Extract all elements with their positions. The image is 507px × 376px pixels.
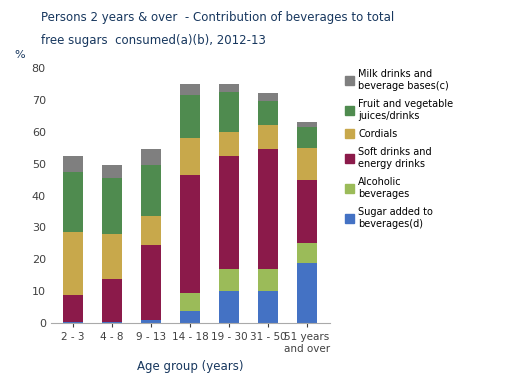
Bar — [220, 92, 239, 132]
Bar — [180, 83, 200, 95]
Bar — [259, 291, 278, 323]
Bar — [298, 179, 317, 244]
Bar — [220, 291, 239, 323]
Bar — [102, 279, 122, 322]
Bar — [298, 262, 317, 323]
Bar — [259, 269, 278, 291]
Bar — [180, 311, 200, 323]
Bar — [259, 149, 278, 269]
Bar — [180, 293, 200, 311]
Bar — [220, 156, 239, 269]
Bar — [141, 320, 161, 323]
Bar — [259, 101, 278, 125]
Bar — [180, 95, 200, 138]
Text: Persons 2 years & over  - Contribution of beverages to total: Persons 2 years & over - Contribution of… — [41, 11, 394, 24]
Bar — [180, 175, 200, 293]
X-axis label: Age group (years): Age group (years) — [137, 359, 243, 373]
Bar — [63, 295, 83, 322]
Bar — [298, 244, 317, 262]
Bar — [63, 156, 83, 171]
Bar — [298, 122, 317, 127]
Bar — [63, 171, 83, 232]
Bar — [298, 127, 317, 147]
Bar — [259, 125, 278, 149]
Bar — [141, 165, 161, 216]
Bar — [102, 165, 122, 178]
Bar — [102, 234, 122, 279]
Bar — [220, 83, 239, 92]
Bar — [141, 216, 161, 245]
Bar — [298, 147, 317, 179]
Bar — [102, 178, 122, 234]
Bar — [63, 232, 83, 295]
Bar — [220, 132, 239, 156]
Bar — [141, 245, 161, 320]
Bar — [141, 149, 161, 165]
Bar — [102, 322, 122, 323]
Bar — [220, 269, 239, 291]
Text: %: % — [14, 50, 25, 60]
Bar — [259, 93, 278, 101]
Text: free sugars  consumed(a)(b), 2012-13: free sugars consumed(a)(b), 2012-13 — [41, 34, 266, 47]
Bar — [180, 138, 200, 175]
Legend: Milk drinks and
beverage bases(c), Fruit and vegetable
juices/drinks, Cordials, : Milk drinks and beverage bases(c), Fruit… — [343, 67, 455, 230]
Bar — [63, 322, 83, 323]
